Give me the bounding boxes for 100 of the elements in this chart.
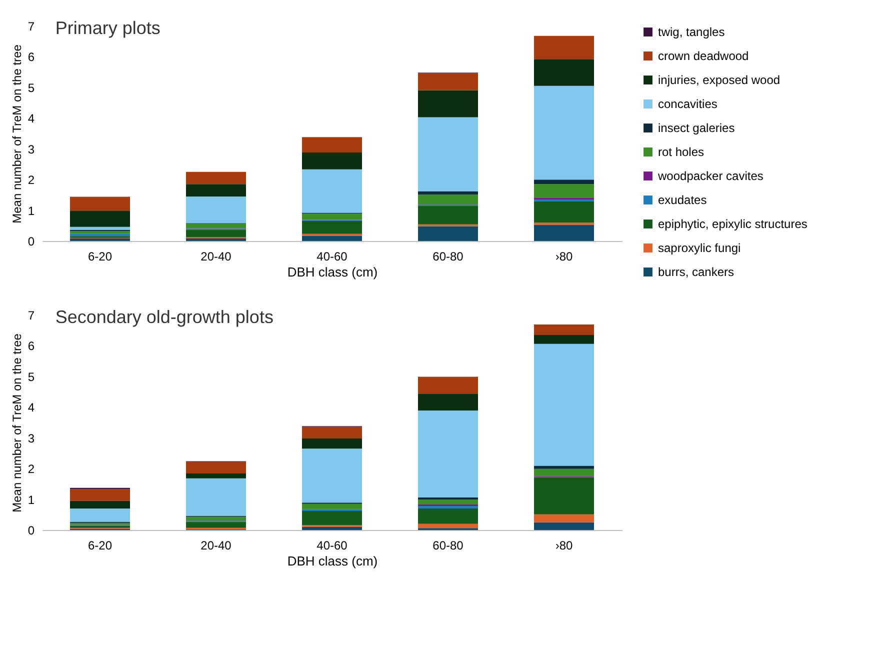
legend-label: rot holes xyxy=(658,145,704,159)
x-tick-label: 6-20 xyxy=(88,250,112,264)
bar xyxy=(302,426,362,438)
legend-label: saproxylic fungi xyxy=(658,241,741,255)
y-tick-label: 4 xyxy=(28,112,35,126)
bar xyxy=(418,524,478,528)
chart-title: Primary plots xyxy=(55,18,160,38)
bar xyxy=(302,236,362,241)
bar xyxy=(418,376,478,394)
bar xyxy=(186,172,246,184)
x-tick-label: 6-20 xyxy=(88,538,112,552)
bar xyxy=(70,508,130,522)
legend-label: concavities xyxy=(658,97,718,111)
bar xyxy=(70,500,130,508)
x-tick-label: 20-40 xyxy=(200,538,232,552)
x-tick-label: ›80 xyxy=(555,538,573,552)
legend-label: exudates xyxy=(658,193,707,207)
bar xyxy=(302,526,362,530)
y-tick-label: 1 xyxy=(28,204,35,218)
bar xyxy=(186,522,246,528)
bar xyxy=(302,152,362,170)
x-axis-title: DBH class (cm) xyxy=(287,264,378,280)
bar xyxy=(418,90,478,118)
bar xyxy=(70,234,130,236)
y-tick-label: 6 xyxy=(28,339,35,354)
bar xyxy=(186,224,246,228)
bar xyxy=(186,184,246,196)
bar xyxy=(186,473,246,478)
y-tick-label: 3 xyxy=(28,431,35,446)
bar xyxy=(534,224,594,241)
y-axis-title: Mean number of TreM on the tree xyxy=(10,44,24,224)
bar xyxy=(534,468,594,476)
x-tick-label: 40-60 xyxy=(316,538,348,552)
bar xyxy=(418,117,478,192)
bar xyxy=(418,394,478,411)
bar xyxy=(186,478,246,516)
bar xyxy=(418,226,478,241)
bar xyxy=(418,194,478,204)
bar xyxy=(70,226,130,230)
bar xyxy=(302,510,362,526)
x-tick-label: 40-60 xyxy=(316,250,348,264)
bar xyxy=(302,169,362,213)
bar xyxy=(186,516,246,520)
bar xyxy=(534,59,594,86)
bar xyxy=(186,230,246,238)
bar xyxy=(534,324,594,335)
bar xyxy=(302,137,362,153)
bar xyxy=(70,489,130,501)
bar xyxy=(186,196,246,224)
bar xyxy=(534,201,594,223)
bar xyxy=(418,73,478,90)
bar xyxy=(534,184,594,198)
bar xyxy=(534,344,594,466)
bar xyxy=(302,214,362,220)
x-tick-label: 60-80 xyxy=(432,250,464,264)
y-tick-label: 7 xyxy=(28,20,35,34)
bar xyxy=(418,500,478,505)
legend-label: twig, tangles xyxy=(658,25,725,39)
bar xyxy=(70,210,130,227)
x-tick-label: 60-80 xyxy=(432,538,464,552)
legend-label: insect galeries xyxy=(658,121,735,135)
bar xyxy=(186,462,246,474)
bar xyxy=(302,438,362,449)
bar xyxy=(302,448,362,503)
bar xyxy=(418,410,478,498)
x-tick-label: ›80 xyxy=(555,250,573,264)
y-tick-label: 0 xyxy=(28,234,35,248)
x-axis-title: DBH class (cm) xyxy=(287,554,378,568)
legend-label: burrs, cankers xyxy=(658,265,734,279)
bar xyxy=(534,466,594,469)
y-tick-label: 7 xyxy=(28,308,35,322)
bar xyxy=(418,508,478,524)
bar xyxy=(534,522,594,530)
bar xyxy=(534,477,594,514)
y-tick-label: 2 xyxy=(28,173,35,188)
bar xyxy=(534,180,594,184)
legend-label: woodpacker cavites xyxy=(657,169,764,183)
y-tick-label: 4 xyxy=(28,400,35,415)
legend-label: injuries, exposed wood xyxy=(658,73,780,87)
y-tick-label: 3 xyxy=(28,142,35,156)
bar xyxy=(70,196,130,211)
x-tick-label: 20-40 xyxy=(200,250,232,264)
bar xyxy=(302,221,362,234)
bar xyxy=(418,497,478,500)
y-tick-label: 6 xyxy=(28,50,35,64)
chart-title: Secondary old-growth plots xyxy=(55,307,274,327)
bar xyxy=(70,231,130,234)
bar xyxy=(418,206,478,224)
y-tick-label: 2 xyxy=(28,462,35,476)
y-tick-label: 5 xyxy=(28,80,35,95)
legend-label: crown deadwood xyxy=(658,49,749,63)
legend-label: epiphytic, epixylic structures xyxy=(658,217,808,231)
bar xyxy=(534,514,594,522)
bar xyxy=(302,504,362,510)
bar xyxy=(534,334,594,344)
y-axis-title: Mean number of TreM on the tree xyxy=(10,333,24,512)
bar xyxy=(534,86,594,180)
bar xyxy=(418,191,478,195)
bar xyxy=(534,36,594,60)
y-tick-label: 1 xyxy=(28,492,35,507)
